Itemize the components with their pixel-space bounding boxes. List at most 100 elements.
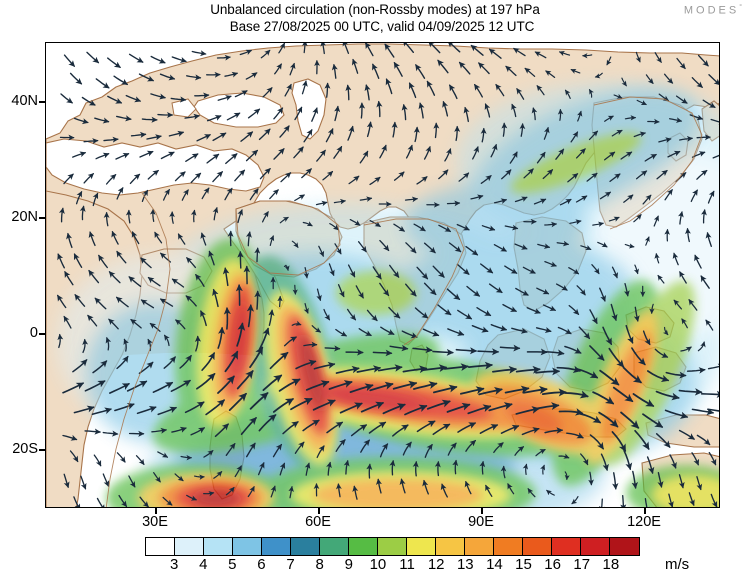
wind-arrow xyxy=(136,405,157,415)
coastline-overlay xyxy=(105,96,703,507)
wind-arrow xyxy=(347,125,355,141)
wind-arrow xyxy=(302,419,320,432)
wind-arrow xyxy=(446,200,461,207)
wind-arrow xyxy=(707,190,715,204)
wind-arrow xyxy=(291,320,302,326)
wind-arrow xyxy=(272,398,294,413)
wind-arrow xyxy=(328,380,353,390)
wind-arrow xyxy=(504,265,518,274)
wind-arrow xyxy=(467,404,492,415)
wind-arrow xyxy=(334,243,342,255)
colorbar-band-3 xyxy=(233,538,262,555)
wind-arrow xyxy=(157,451,169,458)
wind-arrow xyxy=(602,326,613,346)
wind-arrow xyxy=(658,93,670,102)
colorbar-tick-9: 9 xyxy=(344,556,353,573)
wind-arrow xyxy=(399,478,406,494)
wind-arrow xyxy=(139,496,149,507)
wind-arrow xyxy=(575,148,586,159)
wind-arrow xyxy=(147,169,159,180)
wind-arrow xyxy=(356,365,382,373)
wind-arrow xyxy=(624,243,635,249)
wind-arrow xyxy=(349,218,361,226)
wind-arrow xyxy=(507,483,515,495)
wind-arrow xyxy=(146,134,162,141)
wind-arrow xyxy=(234,169,246,182)
wind-arrow xyxy=(140,257,152,269)
wind-arrow xyxy=(147,276,161,287)
wind-arrow xyxy=(79,205,86,221)
wind-arrow xyxy=(456,223,470,231)
wind-arrow xyxy=(404,196,418,203)
colorbar-band-11 xyxy=(465,538,494,555)
wind-arrow xyxy=(171,426,187,433)
wind-arrow xyxy=(690,189,698,203)
wind-arrow xyxy=(599,498,605,507)
wind-arrow xyxy=(96,497,105,507)
wind-arrow xyxy=(302,221,313,227)
wind-arrow xyxy=(433,384,458,394)
wind-arrow xyxy=(544,349,565,357)
wind-arrow xyxy=(360,439,370,453)
wind-arrow xyxy=(326,461,332,476)
wind-arrow xyxy=(522,385,548,394)
colorbar-tick-17: 17 xyxy=(573,556,591,573)
wind-arrow xyxy=(196,373,216,390)
wind-arrow xyxy=(458,61,471,75)
wind-arrow xyxy=(642,194,652,205)
wind-arrow xyxy=(57,294,67,309)
wind-arrow xyxy=(372,349,393,357)
wind-arrow xyxy=(348,175,360,185)
wind-arrow xyxy=(194,92,210,99)
colorbar-band-5 xyxy=(291,538,320,555)
wind-arrow xyxy=(613,93,623,99)
wind-arrow xyxy=(279,462,286,476)
wind-arrow xyxy=(631,347,646,366)
wind-arrow xyxy=(555,283,568,291)
wind-arrow xyxy=(269,189,279,200)
colorbar-tick-8: 8 xyxy=(315,556,324,573)
wind-arrow xyxy=(389,344,409,352)
wind-arrow xyxy=(249,392,269,410)
wind-arrow xyxy=(541,388,567,397)
colorbar-tick-3: 3 xyxy=(169,556,179,573)
wind-arrow xyxy=(236,322,246,347)
wind-arrow xyxy=(588,471,594,486)
colorbar-tick-12: 12 xyxy=(427,556,445,573)
wind-arrow xyxy=(460,386,485,395)
wind-arrow xyxy=(449,84,458,100)
wind-arrow xyxy=(228,392,247,411)
wind-arrow xyxy=(697,54,709,67)
wind-arrow xyxy=(474,83,483,98)
wind-arrow xyxy=(283,264,290,271)
wind-arrow xyxy=(388,306,401,319)
wind-arrow xyxy=(633,214,642,223)
wind-arrow xyxy=(505,65,517,77)
wind-arrow xyxy=(128,475,136,488)
wind-arrow xyxy=(710,118,719,125)
wind-arrow xyxy=(599,369,620,386)
wind-arrow xyxy=(316,445,325,459)
wind-arrow xyxy=(301,168,312,179)
wind-arrow xyxy=(568,267,580,275)
wind-arrow xyxy=(181,189,189,201)
wind-arrow xyxy=(130,318,142,329)
wind-arrow xyxy=(141,189,149,203)
wind-arrow xyxy=(277,295,283,308)
wind-arrow xyxy=(216,54,231,61)
wind-arrow xyxy=(686,367,706,374)
wind-arrow xyxy=(633,131,646,138)
wind-arrow xyxy=(537,243,551,249)
wind-arrow xyxy=(177,233,186,245)
wind-arrow xyxy=(185,153,199,162)
wind-arrow xyxy=(413,223,426,232)
wind-arrow xyxy=(163,334,170,347)
wind-arrow xyxy=(621,77,627,87)
wind-arrow xyxy=(623,194,634,203)
wind-arrow xyxy=(372,63,380,79)
wind-arrow xyxy=(331,63,338,79)
wind-arrow xyxy=(73,496,81,507)
wind-arrow xyxy=(540,464,546,475)
wind-arrow xyxy=(195,273,205,287)
wind-arrow xyxy=(234,465,242,478)
